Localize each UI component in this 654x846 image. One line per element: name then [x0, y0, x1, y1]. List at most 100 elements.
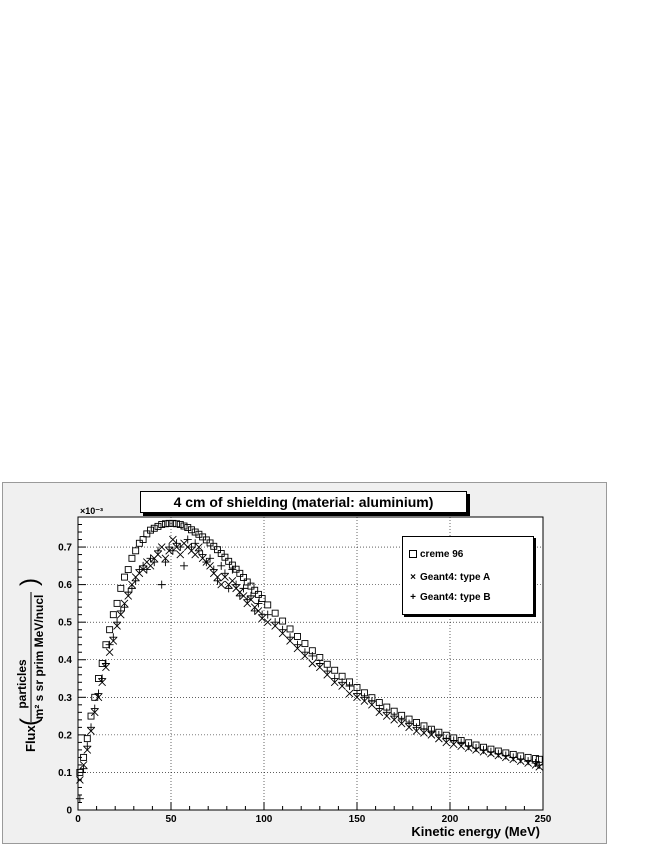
marker-x	[76, 776, 84, 784]
marker-plus	[486, 747, 495, 756]
marker-square	[154, 522, 162, 530]
marker-plus	[213, 576, 222, 585]
marker-square	[301, 640, 309, 648]
marker-plus	[105, 640, 114, 649]
y-axis-label-prefix: Flux	[23, 725, 38, 752]
marker-plus	[353, 689, 361, 698]
series-2	[75, 535, 544, 803]
marker-plus	[124, 588, 133, 597]
marker-square	[173, 520, 181, 528]
marker-square	[184, 524, 192, 531]
legend-label-type-a: Geant4: type A	[420, 571, 491, 583]
legend-entry-type-b: + Geant4: type B	[407, 590, 491, 604]
marker-square	[158, 521, 166, 528]
marker-plus	[83, 742, 92, 751]
marker-plus	[209, 565, 218, 574]
y-axis-label-paren-close: )	[16, 578, 43, 586]
marker-plus	[239, 584, 248, 593]
marker-x	[228, 577, 237, 585]
marker-plus	[172, 539, 181, 548]
marker-plus	[254, 599, 263, 608]
marker-square	[240, 574, 247, 581]
marker-plus	[472, 744, 481, 753]
marker-square	[180, 522, 188, 530]
marker-plus	[206, 554, 215, 563]
marker-plus	[142, 565, 151, 574]
x-tick-label: 50	[165, 814, 177, 825]
marker-square	[106, 626, 114, 634]
marker-square	[225, 557, 233, 565]
marker-x	[345, 689, 354, 698]
marker-square	[221, 553, 229, 561]
marker-x	[146, 562, 155, 570]
x-tick-label: 150	[349, 814, 366, 825]
y-tick-label: 0.3	[58, 693, 72, 704]
marker-plus	[116, 606, 125, 615]
marker-square	[109, 611, 117, 619]
marker-plus	[113, 618, 122, 627]
marker-plus	[535, 760, 544, 769]
marker-plus	[168, 546, 177, 555]
marker-plus	[135, 565, 144, 574]
marker-square	[331, 666, 339, 674]
legend-entry-type-a: × Geant4: type A	[407, 570, 490, 584]
marker-plus	[300, 648, 309, 657]
marker-square	[264, 601, 272, 609]
marker-plus	[390, 712, 399, 721]
marker-plus	[479, 745, 488, 754]
y-tick-label: 0.5	[58, 618, 72, 629]
marker-plus	[131, 576, 140, 585]
marker-square	[217, 549, 225, 557]
marker-plus	[427, 727, 436, 736]
marker-plus	[405, 719, 414, 728]
marker-plus	[271, 618, 280, 627]
marker-square	[279, 617, 287, 625]
legend-label-type-b: Geant4: type B	[420, 591, 491, 603]
series-layer	[75, 519, 544, 803]
legend-label-creme: creme 96	[420, 548, 464, 560]
marker-plus	[464, 742, 473, 751]
marker-plus	[228, 565, 237, 574]
legend-entry-creme: creme 96	[407, 547, 463, 561]
marker-plus	[293, 640, 302, 649]
y-axis-label-numerator: particles	[15, 659, 29, 709]
marker-square	[271, 609, 279, 617]
marker-square	[76, 768, 84, 776]
marker-plus	[516, 755, 525, 764]
marker-plus	[101, 659, 110, 668]
marker-square	[294, 633, 301, 640]
x-tick-label: 250	[535, 814, 552, 825]
x-tick-label: 100	[256, 814, 273, 825]
marker-plus	[198, 550, 207, 559]
marker-plus	[176, 543, 185, 552]
y-tick-label: 0	[66, 806, 72, 817]
marker-plus	[434, 730, 443, 739]
marker-plus	[246, 591, 255, 600]
marker-plus	[202, 558, 211, 567]
marker-square	[258, 595, 266, 602]
marker-plus	[75, 794, 84, 803]
x-axis-label: Kinetic energy (MeV)	[411, 824, 540, 839]
y-tick-label: 0.2	[58, 730, 72, 741]
marker-square	[176, 521, 184, 528]
marker-square	[243, 578, 251, 586]
marker-plus	[94, 689, 103, 698]
marker-plus	[442, 734, 451, 743]
y-tick-label: 0.1	[58, 768, 72, 779]
marker-square	[169, 519, 177, 527]
marker-plus	[90, 704, 99, 713]
marker-plus	[157, 580, 166, 589]
marker-plus	[194, 546, 203, 555]
marker-plus	[308, 651, 317, 660]
marker-plus	[338, 678, 347, 687]
marker-square	[214, 546, 221, 554]
marker-x	[169, 535, 177, 544]
marker-plus	[161, 558, 170, 567]
legend-square-marker	[409, 550, 417, 558]
marker-plus	[250, 606, 259, 615]
marker-x	[206, 562, 214, 570]
marker-square	[132, 547, 140, 555]
chart-title: 4 cm of shielding (material: aluminium)	[140, 491, 467, 513]
marker-square	[135, 539, 143, 547]
marker-plus	[127, 584, 136, 593]
